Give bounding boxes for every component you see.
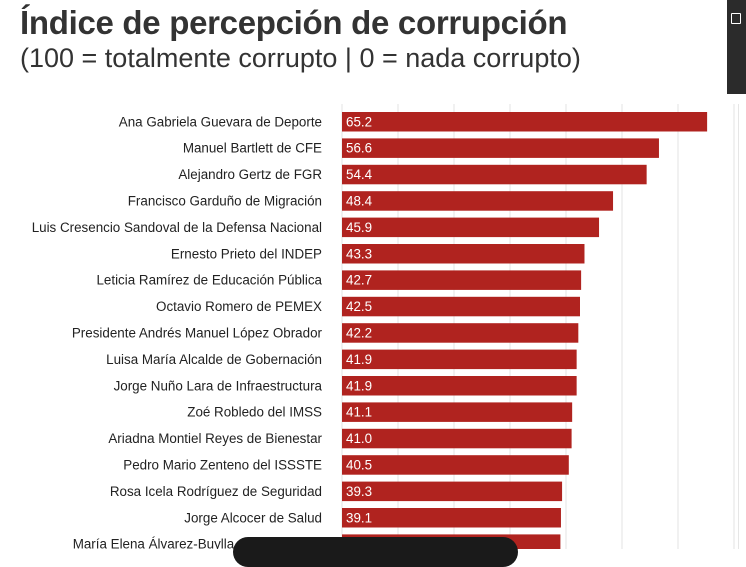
data-label: 39.1 bbox=[346, 510, 372, 525]
bar[interactable] bbox=[342, 217, 600, 238]
fullscreen-button[interactable] bbox=[727, 0, 746, 94]
data-label: 41.1 bbox=[346, 405, 372, 420]
bar[interactable] bbox=[342, 244, 585, 264]
data-label: 42.5 bbox=[346, 299, 372, 314]
category-label: Jorge Alcocer de Salud bbox=[184, 510, 322, 525]
data-label: 54.4 bbox=[346, 167, 373, 182]
data-label: 43.3 bbox=[346, 246, 372, 261]
data-label: 48.4 bbox=[346, 193, 373, 208]
category-label: Francisco Garduño de Migración bbox=[128, 193, 322, 208]
bar-chart: Ana Gabriela Guevara de Deporte 65.2 Manue… bbox=[32, 104, 735, 549]
bar[interactable] bbox=[342, 164, 647, 185]
bar[interactable] bbox=[342, 481, 563, 502]
category-label: Ernesto Prieto del INDEP bbox=[171, 246, 322, 261]
fullscreen-icon bbox=[731, 13, 741, 24]
panel-divider bbox=[738, 104, 739, 549]
data-label: 42.2 bbox=[346, 325, 372, 340]
data-label: 41.9 bbox=[346, 352, 372, 367]
bar[interactable] bbox=[342, 455, 569, 475]
category-label: Pedro Mario Zenteno del ISSSTE bbox=[123, 457, 322, 472]
category-label: Leticia Ramírez de Educación Pública bbox=[96, 273, 322, 288]
category-label: Ana Gabriela Guevara de Deporte bbox=[119, 114, 322, 129]
chart-subtitle: (100 = totalmente corrupto | 0 = nada co… bbox=[20, 43, 581, 73]
bar[interactable] bbox=[342, 296, 580, 317]
bar[interactable] bbox=[342, 138, 659, 158]
data-label: 65.2 bbox=[346, 114, 372, 129]
category-label: Manuel Bartlett de CFE bbox=[183, 141, 322, 156]
bottom-overlay-bar[interactable] bbox=[233, 537, 518, 567]
bar[interactable] bbox=[342, 508, 561, 528]
data-label: 39.3 bbox=[346, 484, 372, 499]
category-label: Luisa María Alcalde de Gobernación bbox=[106, 352, 322, 367]
data-label: 40.5 bbox=[346, 457, 372, 472]
category-label: Jorge Nuño Lara de Infraestructura bbox=[114, 378, 323, 393]
bar[interactable] bbox=[342, 270, 582, 290]
data-label: 41.0 bbox=[346, 431, 372, 446]
bar[interactable] bbox=[342, 402, 573, 422]
data-label: 56.6 bbox=[346, 141, 372, 156]
bar[interactable] bbox=[342, 112, 708, 132]
chart-title: Índice de percepción de corrupción bbox=[20, 4, 568, 41]
category-label: Octavio Romero de PEMEX bbox=[156, 299, 322, 314]
category-label: Zoé Robledo del IMSS bbox=[187, 405, 322, 420]
bar[interactable] bbox=[342, 323, 579, 343]
category-label: Presidente Andrés Manuel López Obrador bbox=[72, 325, 323, 340]
bar[interactable] bbox=[342, 191, 614, 211]
data-label: 45.9 bbox=[346, 220, 372, 235]
bar[interactable] bbox=[342, 376, 577, 396]
bars: Ana Gabriela Guevara de Deporte 65.2 Manue… bbox=[32, 112, 708, 549]
data-label: 42.7 bbox=[346, 273, 372, 288]
category-label: Alejandro Gertz de FGR bbox=[178, 167, 322, 182]
data-label: 41.9 bbox=[346, 378, 372, 393]
bar[interactable] bbox=[342, 349, 577, 370]
category-label: Ariadna Montiel Reyes de Bienestar bbox=[108, 431, 322, 446]
category-label: Rosa Icela Rodríguez de Seguridad bbox=[110, 484, 322, 499]
bar[interactable] bbox=[342, 428, 572, 449]
category-label: Luis Cresencio Sandoval de la Defensa Na… bbox=[32, 220, 322, 235]
